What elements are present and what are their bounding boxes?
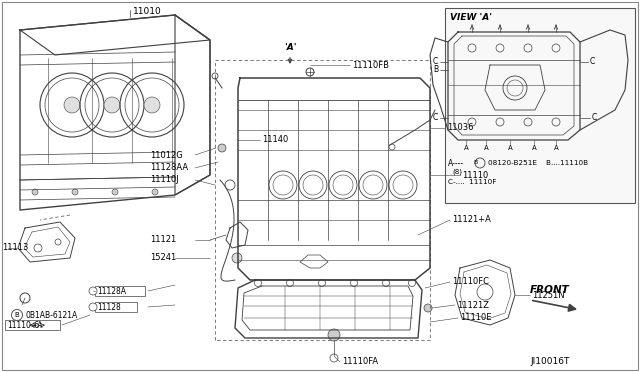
Text: B: B [473, 160, 477, 166]
Text: FRONT: FRONT [530, 285, 570, 295]
Text: 11036: 11036 [447, 124, 474, 132]
Circle shape [232, 253, 242, 263]
Text: C: C [433, 113, 438, 122]
Text: B: B [15, 312, 19, 318]
Text: 11140: 11140 [262, 135, 288, 144]
Circle shape [64, 97, 80, 113]
Bar [5, 320, 60, 330]
Bar [95, 286, 145, 296]
Text: 11010: 11010 [133, 6, 162, 16]
Text: 15241: 15241 [150, 253, 176, 263]
Text: 11121: 11121 [150, 235, 176, 244]
Text: <6>: <6> [28, 321, 45, 330]
Text: 11121Z: 11121Z [457, 301, 489, 310]
Text: 11110E: 11110E [460, 314, 492, 323]
Text: 08120-B251E    B....11110B: 08120-B251E B....11110B [488, 160, 588, 166]
Text: C: C [433, 58, 438, 67]
Text: A: A [532, 145, 536, 151]
Text: 11128AA: 11128AA [150, 164, 188, 173]
Text: 11128: 11128 [97, 302, 121, 311]
Circle shape [328, 329, 340, 341]
Circle shape [218, 144, 226, 152]
Text: A: A [508, 145, 513, 151]
Text: VIEW 'A': VIEW 'A' [450, 13, 492, 22]
Text: 11128A: 11128A [97, 286, 126, 295]
Circle shape [32, 189, 38, 195]
Text: A: A [554, 145, 558, 151]
Circle shape [424, 304, 432, 312]
Bar [95, 302, 137, 312]
Circle shape [89, 287, 97, 295]
Text: 'A': 'A' [284, 44, 296, 52]
Text: A: A [484, 145, 488, 151]
Text: C-....  11110F: C-.... 11110F [448, 179, 497, 185]
Bar [445, 8, 635, 203]
Text: 11121+A: 11121+A [452, 215, 491, 224]
Text: 11251N: 11251N [532, 291, 564, 299]
Text: A----: A---- [448, 158, 464, 167]
Text: 11110FA: 11110FA [342, 357, 378, 366]
Circle shape [104, 97, 120, 113]
Circle shape [72, 189, 78, 195]
Text: C: C [590, 58, 595, 67]
Text: 11110+A: 11110+A [7, 321, 42, 330]
Text: 11110: 11110 [462, 170, 488, 180]
Text: 0B1AB-6121A: 0B1AB-6121A [25, 311, 77, 321]
Text: B: B [433, 65, 438, 74]
Circle shape [112, 189, 118, 195]
Circle shape [144, 97, 160, 113]
Circle shape [89, 303, 97, 311]
Text: 11012G: 11012G [150, 151, 183, 160]
Text: 11110J: 11110J [150, 176, 179, 185]
Text: (8): (8) [452, 169, 462, 175]
Text: 11110FB: 11110FB [352, 61, 389, 70]
Text: 11110FC: 11110FC [452, 278, 489, 286]
Text: A: A [463, 145, 468, 151]
Text: JI10016T: JI10016T [531, 357, 570, 366]
Circle shape [152, 189, 158, 195]
Text: 11113: 11113 [2, 244, 28, 253]
Text: C: C [592, 113, 597, 122]
